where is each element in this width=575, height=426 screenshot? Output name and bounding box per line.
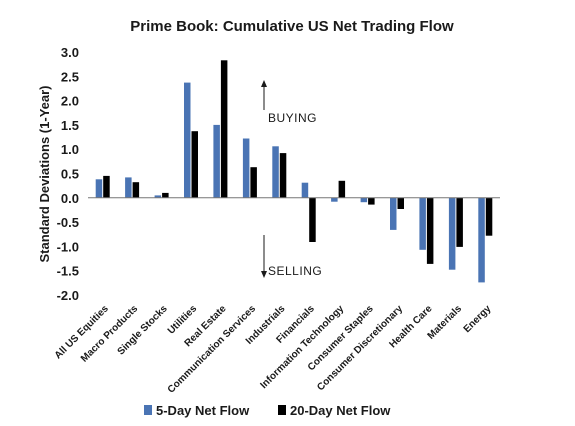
bar-20-day bbox=[220, 60, 228, 198]
bar-20-day bbox=[338, 180, 346, 198]
bar-5-day bbox=[272, 146, 279, 198]
bar-20-day bbox=[397, 197, 404, 209]
bar-20-day bbox=[368, 197, 375, 205]
bar-20-day bbox=[103, 175, 110, 198]
bar-5-day bbox=[154, 195, 162, 198]
bar-5-day bbox=[184, 82, 191, 198]
selling-annotation: SELLING bbox=[261, 235, 322, 278]
x-tick-label: Energy bbox=[462, 303, 494, 335]
y-tick-label: 2.0 bbox=[61, 94, 79, 109]
bar-5-day bbox=[331, 197, 338, 202]
buying-arrowhead-icon bbox=[261, 80, 267, 87]
y-tick-label: 1.0 bbox=[61, 142, 79, 157]
y-tick-label: -1.0 bbox=[57, 239, 79, 254]
legend-label-5-day: 5-Day Net Flow bbox=[156, 403, 250, 418]
y-axis-label: Standard Deviations (1-Year) bbox=[37, 86, 52, 263]
bar-5-day bbox=[448, 197, 456, 270]
bar-20-day bbox=[191, 131, 198, 198]
bar-5-day bbox=[242, 138, 250, 198]
selling-arrowhead-icon bbox=[261, 271, 267, 278]
buying-annotation: BUYING bbox=[261, 80, 317, 125]
bar-20-day bbox=[279, 153, 287, 198]
bar-20-day bbox=[485, 197, 493, 236]
y-tick-label: 0.5 bbox=[61, 167, 79, 182]
y-tick-label: 2.5 bbox=[61, 69, 79, 84]
bar-20-day bbox=[309, 197, 316, 242]
bars bbox=[95, 60, 493, 283]
bar-5-day bbox=[95, 179, 103, 198]
bar-20-day bbox=[456, 197, 463, 247]
chart-title: Prime Book: Cumulative US Net Trading Fl… bbox=[130, 18, 454, 35]
legend-swatch-5-day bbox=[144, 405, 152, 415]
y-tick-label: 1.5 bbox=[61, 118, 79, 133]
bar-20-day bbox=[250, 167, 257, 198]
bar-20-day bbox=[426, 197, 434, 264]
buying-label: BUYING bbox=[268, 111, 317, 125]
bar-5-day bbox=[419, 197, 426, 250]
bar-5-day bbox=[125, 177, 132, 198]
bar-5-day bbox=[301, 182, 309, 198]
selling-label: SELLING bbox=[268, 264, 322, 278]
bar-5-day bbox=[478, 197, 485, 283]
legend-swatch-20-day bbox=[278, 405, 286, 415]
bar-20-day bbox=[132, 182, 140, 198]
bar-5-day bbox=[390, 197, 397, 230]
y-tick-label: 0.0 bbox=[61, 191, 79, 206]
y-tick-label: 3.0 bbox=[61, 45, 79, 60]
bar-5-day bbox=[360, 197, 368, 203]
y-tick-label: -1.5 bbox=[57, 264, 79, 279]
bar-5-day bbox=[213, 124, 220, 198]
legend: 5-Day Net Flow 20-Day Net Flow bbox=[144, 403, 391, 418]
y-tick-label: -2.0 bbox=[57, 288, 79, 303]
bar-20-day bbox=[162, 192, 169, 198]
legend-label-20-day: 20-Day Net Flow bbox=[290, 403, 391, 418]
y-tick-label: -0.5 bbox=[57, 215, 79, 230]
y-axis-ticks: 3.0 2.5 2.0 1.5 1.0 0.5 0.0 -0.5 -1.0 -1.5 -2.0 bbox=[57, 45, 79, 303]
